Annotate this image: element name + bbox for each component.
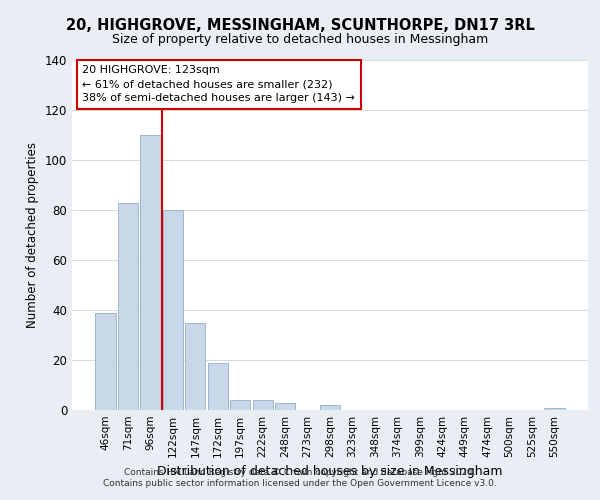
Bar — [140, 135, 161, 410]
Bar — [118, 202, 138, 410]
Bar — [95, 312, 116, 410]
Bar — [230, 400, 250, 410]
Text: 20 HIGHGROVE: 123sqm
← 61% of detached houses are smaller (232)
38% of semi-deta: 20 HIGHGROVE: 123sqm ← 61% of detached h… — [82, 66, 355, 104]
X-axis label: Distribution of detached houses by size in Messingham: Distribution of detached houses by size … — [157, 466, 503, 478]
Text: Contains HM Land Registry data © Crown copyright and database right 2024.
Contai: Contains HM Land Registry data © Crown c… — [103, 468, 497, 487]
Bar — [163, 210, 183, 410]
Bar — [208, 362, 228, 410]
Bar — [253, 400, 273, 410]
Text: 20, HIGHGROVE, MESSINGHAM, SCUNTHORPE, DN17 3RL: 20, HIGHGROVE, MESSINGHAM, SCUNTHORPE, D… — [65, 18, 535, 32]
Bar — [320, 405, 340, 410]
Bar — [275, 402, 295, 410]
Y-axis label: Number of detached properties: Number of detached properties — [26, 142, 39, 328]
Bar — [185, 322, 205, 410]
Bar — [544, 408, 565, 410]
Text: Size of property relative to detached houses in Messingham: Size of property relative to detached ho… — [112, 32, 488, 46]
